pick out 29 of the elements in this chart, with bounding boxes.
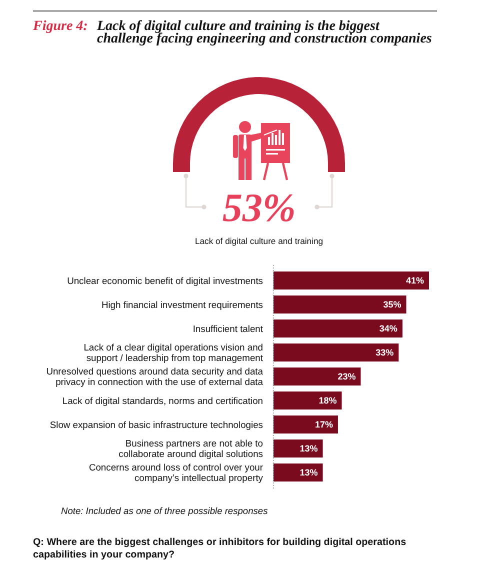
bar: [274, 416, 338, 434]
text: Q: Where are the biggest challenges or inhibitors for building digital operations capabilities in your company?: [33, 537, 407, 560]
y-tick-label: Lack of digital standards, norms and certification: [62, 394, 263, 406]
bar: [274, 368, 361, 386]
y-tick-label: Lack of a clear digital operations vision and support / leadership from top management: [84, 342, 264, 364]
bar: [274, 320, 402, 338]
data-label: 17%: [314, 420, 333, 430]
bar: [274, 272, 429, 290]
y-tick-label: Concerns around loss of control over your company’s intellectual property: [88, 462, 264, 484]
data-label: 35%: [383, 300, 402, 310]
data-label: 41%: [406, 276, 424, 286]
data-label: 23%: [338, 372, 356, 382]
y-tick-label: High financial investment requirements: [101, 298, 264, 310]
y-tick-label: Unclear economic benefit of digital investments: [67, 274, 264, 286]
data-label: 33%: [376, 348, 394, 358]
data-label: 18%: [318, 396, 337, 406]
y-tick-label: Unresolved questions around data security and data privacy in connection with the use of external data: [46, 366, 264, 388]
data-label: 13%: [300, 444, 318, 454]
bar: [274, 344, 399, 362]
bar: [274, 392, 342, 410]
data-label: 13%: [300, 468, 318, 478]
y-tick-label: Insufficient talent: [192, 322, 264, 334]
y-tick-label: Slow expansion of basic infrastructure technologies: [50, 418, 264, 430]
bar: [274, 440, 323, 458]
text: Note: Included as one of three possible responses: [61, 506, 268, 516]
bar: [274, 464, 323, 482]
bar: [274, 296, 406, 314]
y-tick-label: Business partners are not able to collaborate around digital solutions: [118, 438, 264, 460]
data-label: 34%: [379, 324, 398, 334]
